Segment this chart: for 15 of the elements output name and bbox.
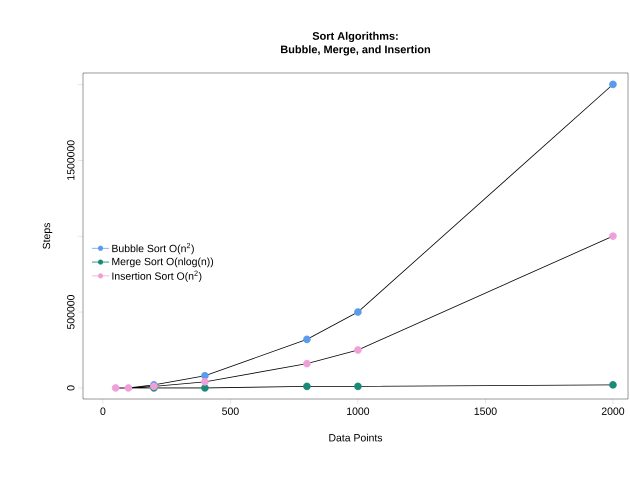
x-axis-title: Data Points [329,434,382,442]
y-tick-label: 0 [67,385,74,390]
x-tick-label: 1500 [474,408,497,415]
legend-label: Merge Sort O(nlog(n)) [112,258,214,268]
chart-title: Sort Algorithms: [312,32,398,42]
y-tick-label: 1500000 [67,140,74,180]
legend-label: Bubble Sort O(n$^{2}$) [112,242,194,254]
y-tick-label: 500000 [67,295,74,330]
x-tick-label: 2000 [602,408,624,415]
legend-label: Insertion Sort O(n$^{2}$) [112,270,202,282]
x-tick-label: 0 [100,408,106,415]
x-tick-label: 1000 [347,408,370,415]
y-axis-title: Steps [42,223,52,249]
x-tick-label: 500 [222,408,239,415]
chart-subtitle: Bubble, Merge, and Insertion [281,45,430,56]
